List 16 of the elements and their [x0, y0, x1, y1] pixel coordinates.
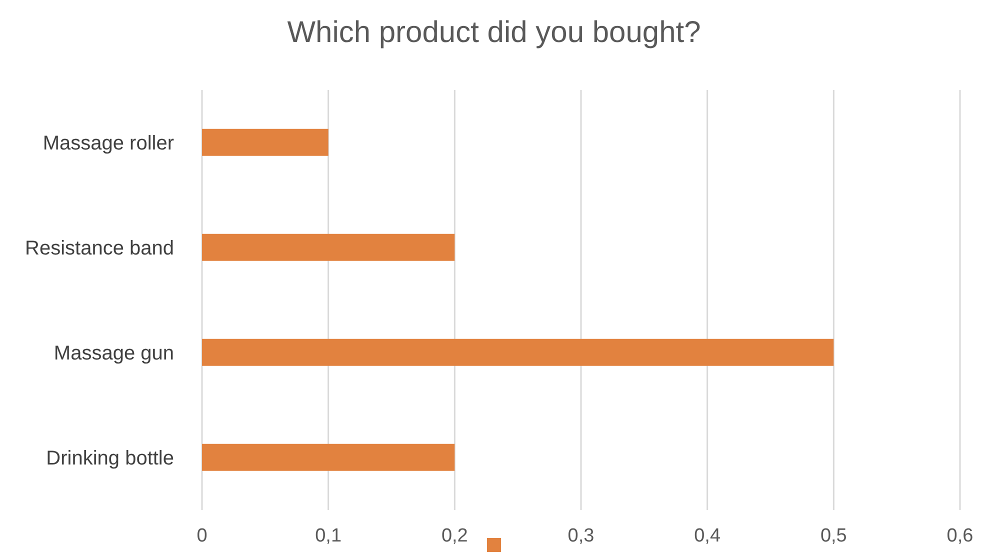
bar — [202, 128, 328, 156]
x-tick-label: 0 — [196, 525, 208, 546]
y-tick-label: Drinking bottle — [46, 448, 174, 470]
bar — [202, 338, 834, 366]
y-tick-label: Massage gun — [54, 342, 174, 365]
chart-title: Which product did you bought? — [286, 15, 702, 51]
x-tick-label: 0,6 — [946, 525, 974, 546]
bar — [202, 234, 455, 261]
x-tick-label: 0,1 — [315, 525, 342, 546]
bar — [202, 444, 455, 471]
y-tick-label: Resistance band — [25, 238, 174, 260]
x-tick-label: 0,3 — [568, 525, 594, 546]
x-tick-label: 0,5 — [820, 525, 847, 546]
x-tick-label: 0,4 — [694, 525, 721, 546]
x-tick-label: 0,2 — [441, 525, 468, 546]
y-tick-label: Massage roller — [42, 132, 174, 155]
